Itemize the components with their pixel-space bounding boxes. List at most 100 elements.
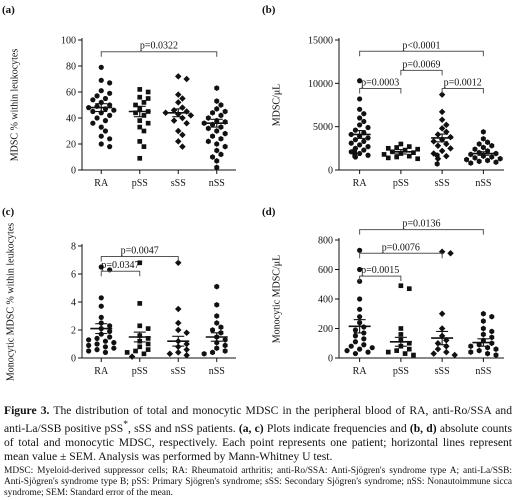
- panel-label: (d): [262, 206, 276, 218]
- bracket-line: [359, 50, 484, 57]
- data-point: [218, 112, 224, 119]
- data-point: [385, 349, 391, 355]
- data-point: [137, 344, 143, 350]
- data-point: [205, 125, 211, 132]
- panel-label: (a): [2, 4, 15, 16]
- data-point: [489, 154, 495, 160]
- data-point: [415, 156, 421, 162]
- data-point: [137, 94, 143, 100]
- significance-bracket: p=0.0076: [359, 242, 443, 259]
- bracket-line: [359, 252, 443, 259]
- bracket-line: [441, 88, 484, 94]
- data-point: [179, 131, 186, 139]
- y-tick-label: 10000: [308, 79, 333, 90]
- data-point: [145, 89, 151, 95]
- data-point: [124, 350, 130, 355]
- series-points-pSS: [133, 87, 151, 161]
- bracket-line: [100, 51, 218, 57]
- data-point: [357, 115, 363, 121]
- data-point: [214, 128, 220, 134]
- data-point: [90, 97, 96, 103]
- data-point: [369, 345, 375, 351]
- data-point: [214, 158, 220, 164]
- data-point: [438, 147, 446, 155]
- data-point: [187, 112, 195, 119]
- caption-abbreviations: MDSC: Myeloid-derived suppressor cells; …: [4, 465, 512, 499]
- data-point: [361, 336, 367, 342]
- significance-bracket: p=0.0322: [100, 41, 218, 57]
- data-point: [175, 91, 182, 98]
- data-point: [480, 153, 486, 159]
- data-point: [214, 345, 220, 352]
- p-value-label: p=0.0136: [402, 219, 440, 230]
- series-points-nSS: [434, 129, 503, 167]
- data-point: [489, 328, 495, 335]
- data-point: [489, 142, 495, 149]
- data-point: [175, 259, 182, 267]
- series-points-sSS: [128, 259, 190, 360]
- data-point: [111, 340, 117, 346]
- data-point: [162, 109, 169, 117]
- p-value-label: p<0.0001: [402, 40, 440, 51]
- series-points-RA: [348, 78, 371, 160]
- data-point: [352, 148, 358, 154]
- data-point: [365, 124, 371, 131]
- chart-panel-b: (b) MDSC/μL 0 5000 10000 15000 RA pSS sSS nSS p<0.…: [262, 4, 504, 189]
- data-point: [361, 118, 367, 125]
- data-point: [183, 340, 190, 348]
- data-point: [218, 151, 224, 158]
- data-point: [357, 142, 363, 148]
- x-tick-label: pSS: [132, 366, 148, 377]
- x-tick-label: pSS: [132, 178, 148, 189]
- data-point: [480, 318, 486, 324]
- y-tick-label: 0: [71, 166, 76, 177]
- data-point: [179, 95, 186, 102]
- data-point: [434, 161, 440, 167]
- data-point: [497, 155, 503, 162]
- data-point: [434, 142, 442, 149]
- data-point: [145, 326, 151, 331]
- x-tick-label: nSS: [209, 178, 225, 189]
- data-point: [434, 340, 442, 347]
- data-point: [485, 350, 491, 357]
- data-point: [210, 133, 216, 140]
- data-point: [137, 139, 143, 144]
- data-point: [94, 93, 100, 99]
- data-point: [86, 348, 92, 354]
- data-point: [141, 113, 147, 118]
- data-point: [141, 128, 147, 134]
- data-point: [406, 286, 412, 292]
- data-point: [222, 108, 228, 115]
- data-point: [352, 152, 358, 158]
- x-tick-label: RA: [353, 178, 368, 189]
- data-point: [394, 145, 400, 150]
- data-point: [493, 346, 499, 353]
- p-value-label: p=0.0069: [402, 59, 440, 70]
- data-point: [145, 347, 151, 352]
- data-point: [485, 157, 491, 164]
- data-point: [94, 335, 100, 341]
- data-point: [179, 114, 186, 122]
- panel-label: (b): [262, 4, 276, 16]
- data-point: [145, 96, 151, 101]
- y-tick-label: 4: [71, 298, 76, 309]
- data-point: [394, 348, 400, 353]
- data-point: [214, 320, 220, 326]
- data-point: [357, 346, 363, 352]
- data-point: [175, 305, 182, 313]
- data-point: [357, 314, 363, 320]
- data-point: [398, 332, 404, 337]
- data-point: [107, 112, 113, 118]
- data-point: [137, 118, 143, 123]
- data-point: [415, 146, 421, 152]
- data-point: [179, 143, 186, 150]
- data-point: [476, 149, 482, 156]
- x-tick-label: nSS: [209, 366, 225, 377]
- p-value-label: p=0.0003: [361, 78, 399, 89]
- data-point: [357, 78, 363, 84]
- data-point: [361, 342, 367, 348]
- data-point: [451, 351, 458, 359]
- y-axis-label: Monocytic MDSC % within leukocytes: [6, 223, 17, 381]
- data-point: [357, 96, 363, 102]
